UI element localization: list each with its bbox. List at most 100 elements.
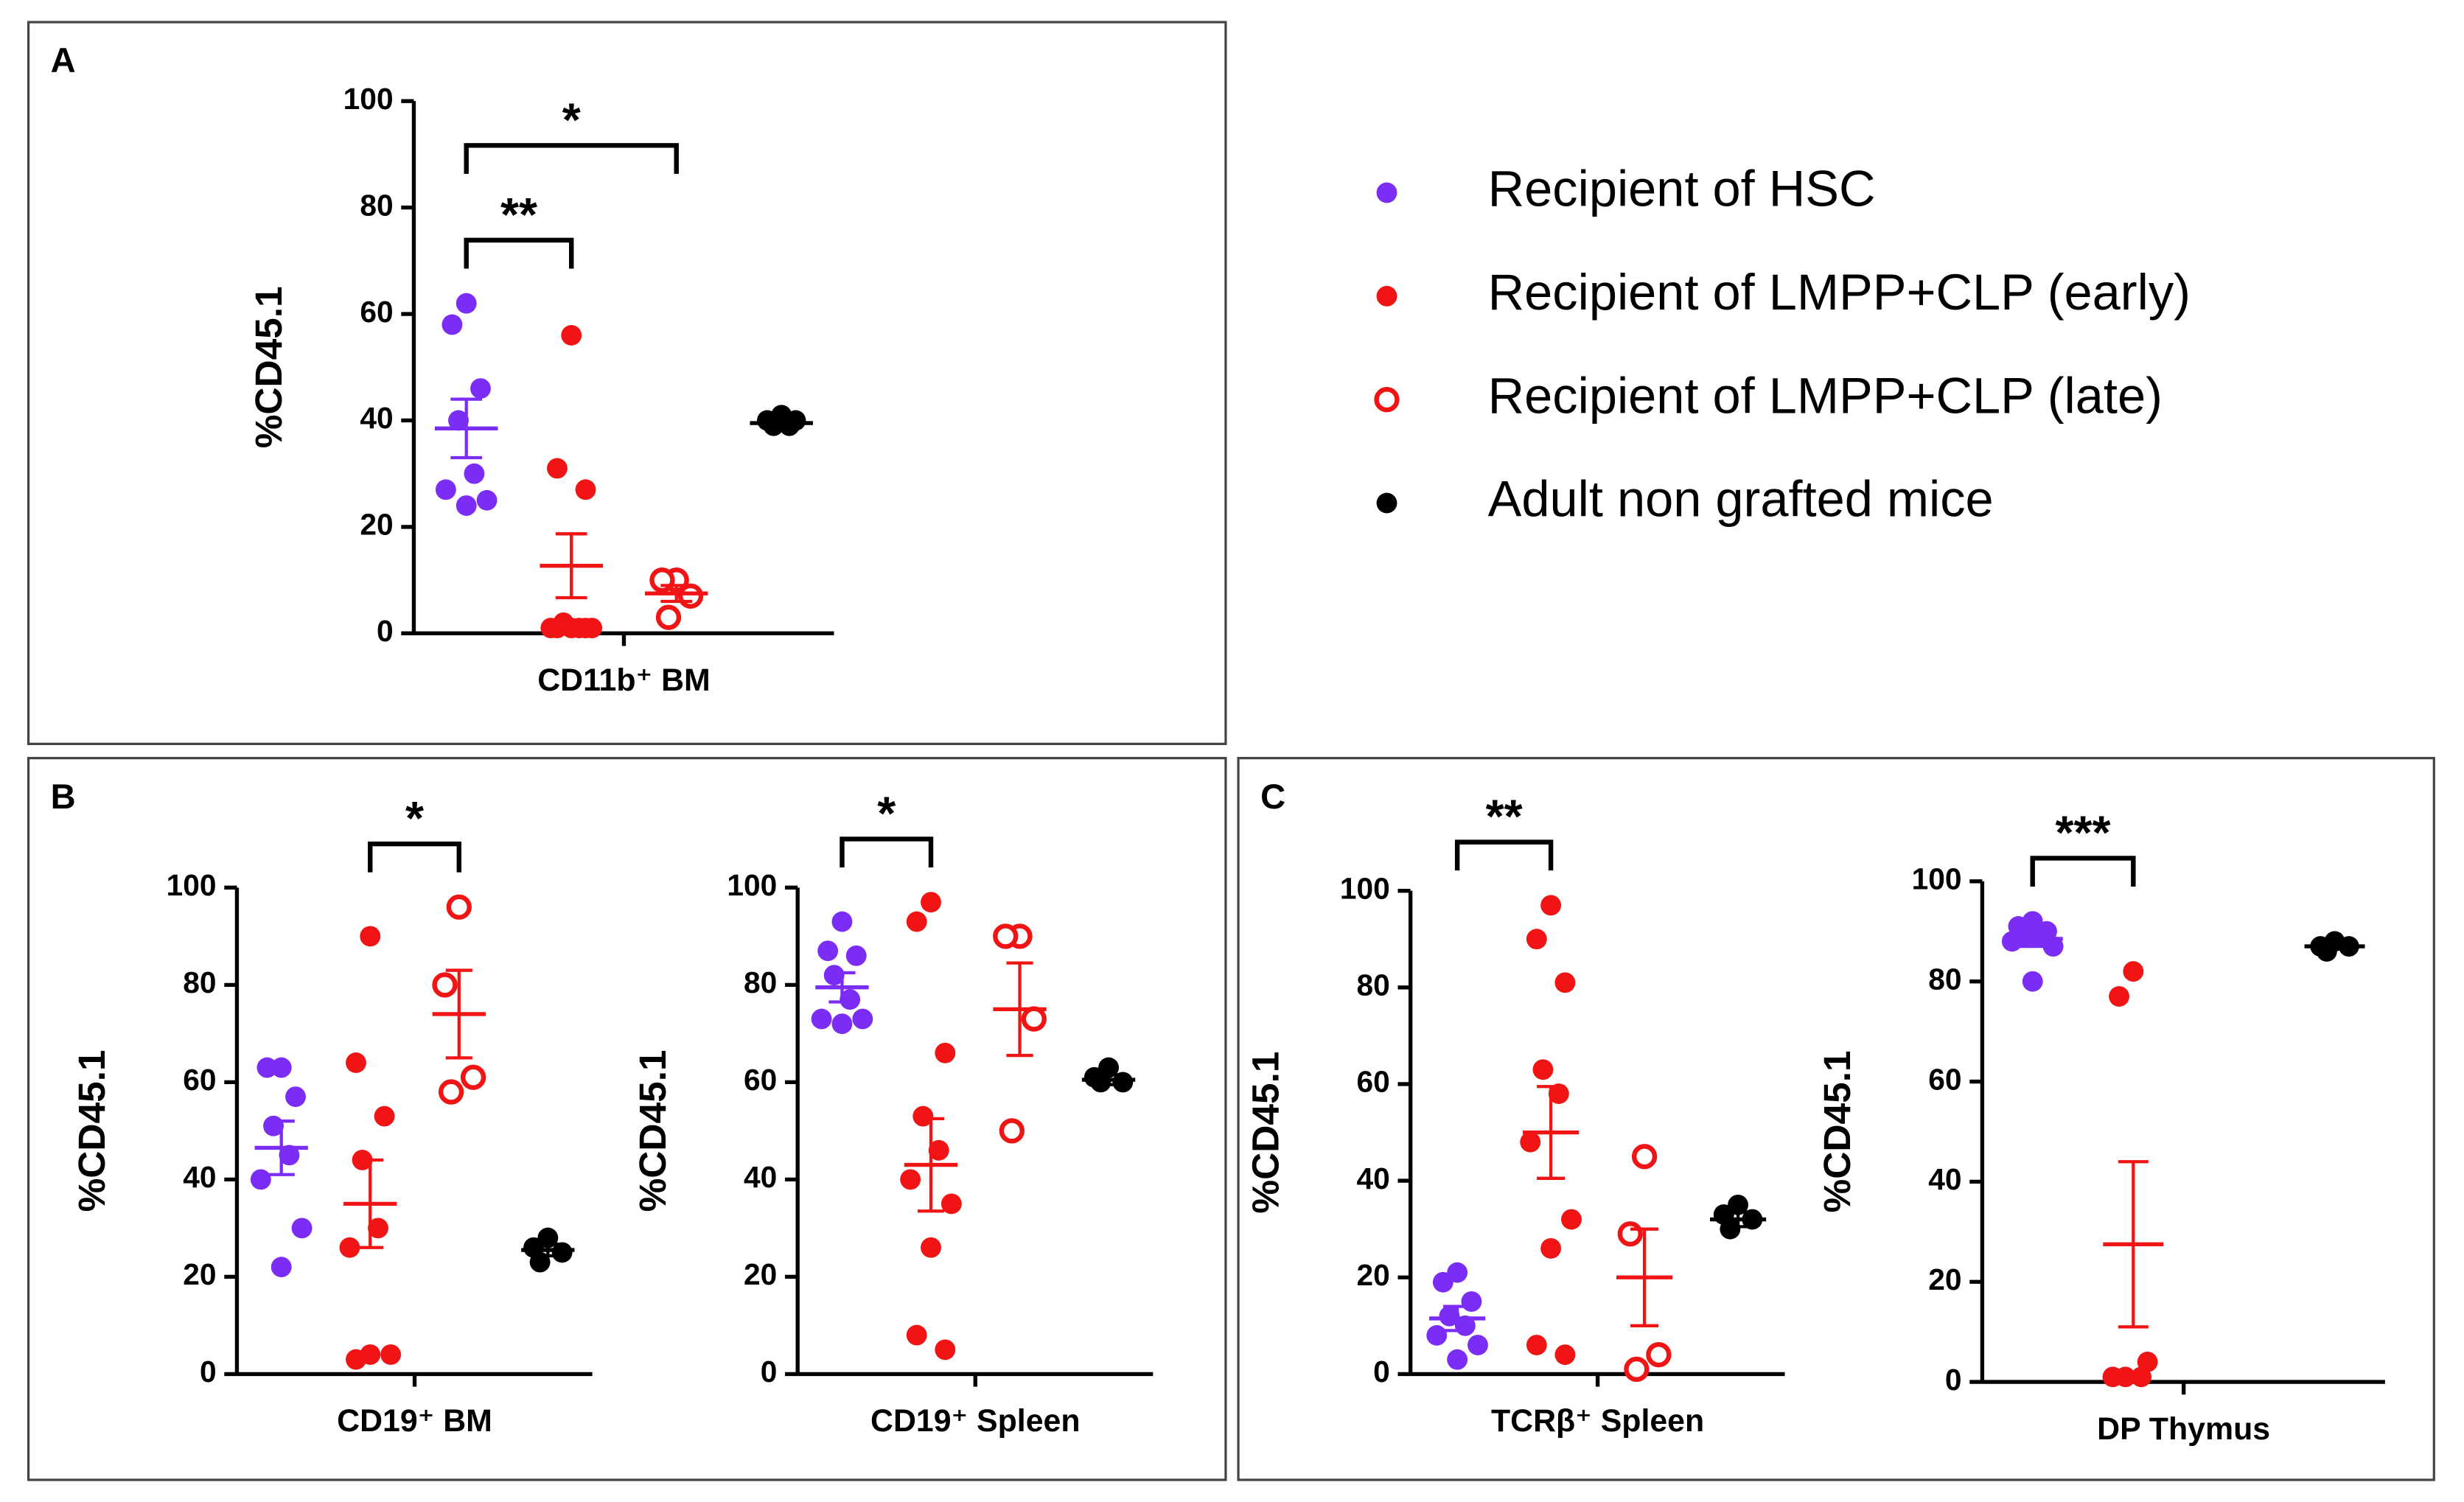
error-bar [1006,961,1033,1058]
data-point [2109,986,2129,1007]
error-bar [268,1119,295,1176]
data-point [1646,1342,1672,1368]
y-axis-label: %CD45.1 [631,1049,674,1212]
data-point [271,1257,292,1278]
data-point [845,945,867,966]
data-point [456,495,477,516]
data-point [677,583,704,609]
panel-label: C [1260,777,1285,816]
legend-marker [1374,387,1400,413]
legend-label: Adult non grafted mice [1488,471,1994,528]
y-tick-label: 40 [360,401,393,435]
y-tick-label: 60 [183,1063,216,1097]
y-axis-label: %CD45.1 [70,1049,113,1212]
data-point [291,1218,313,1239]
panel-label: B [51,777,76,816]
data-point [1554,972,1576,993]
data-point [250,1169,271,1190]
data-point [438,1079,464,1105]
x-axis-label: DP Thymus [2097,1411,2270,1447]
data-point [900,1169,921,1190]
y-tick-label: 0 [1373,1355,1390,1389]
data-point [831,911,853,932]
y-axis-label: %CD45.1 [1243,1051,1286,1213]
data-point [817,940,839,962]
data-point [279,1145,300,1166]
data-point [1426,1325,1448,1346]
y-tick-label: 100 [1912,862,1962,896]
error-bar [1095,1073,1123,1086]
significance-bracket [464,237,574,269]
data-point [435,479,456,500]
data-point [456,293,477,314]
significance-label: *** [2055,806,2110,859]
data-point [442,314,463,335]
data-point [460,1064,486,1090]
y-tick-label: 60 [1357,1065,1390,1099]
panel-box [27,21,1227,745]
data-point [1467,1335,1488,1355]
data-point [1112,1072,1134,1093]
data-point [852,1008,873,1030]
data-point [256,1057,278,1078]
significance-label: ** [500,188,537,241]
data-point [380,1344,402,1365]
panel-box [1237,757,2435,1481]
x-axis-label: CD19⁺ BM [337,1403,492,1439]
y-tick-label: 80 [360,188,393,222]
data-point [928,1139,949,1161]
error-bar [2118,1160,2149,1329]
significance-label: * [877,786,896,839]
data-point [940,1193,962,1215]
y-tick-label: 0 [761,1355,778,1389]
y-tick-label: 80 [1928,962,1961,996]
y-axis-label: %CD45.1 [1815,1050,1858,1212]
data-point [1526,929,1547,950]
y-tick-label: 20 [1357,1258,1390,1292]
data-point [649,567,675,593]
data-point [1532,1059,1554,1080]
error-bar [534,1243,562,1258]
significance-bracket [840,836,934,868]
data-point [935,1042,956,1063]
legend-marker [1376,492,1397,514]
error-bar [357,1158,384,1249]
data-point [1548,1083,1569,1104]
data-point [1624,1356,1650,1382]
data-point [1526,1335,1547,1355]
y-tick-label: 0 [200,1355,217,1389]
y-axis-label: %CD45.1 [247,286,290,448]
data-point [1461,1291,1482,1312]
y-tick-label: 60 [1928,1062,1961,1096]
y-tick-label: 60 [744,1063,777,1097]
error-bar [765,419,798,427]
data-point [561,325,582,346]
error-bar [1724,1210,1753,1229]
y-tick-label: 40 [744,1160,777,1194]
data-point [811,1008,832,1030]
y-tick-label: 40 [1357,1162,1390,1195]
data-point [1540,895,1562,916]
data-point [476,489,498,511]
error-bar [445,968,472,1060]
y-tick-label: 40 [183,1160,216,1194]
significance-bracket [2030,856,2136,887]
y-tick-label: 40 [1928,1162,1961,1196]
y-tick-label: 60 [360,295,393,329]
data-point [1540,1237,1562,1259]
data-point [655,604,682,630]
y-tick-label: 20 [1928,1262,1961,1296]
y-tick-label: 80 [183,965,216,999]
error-bar [660,584,693,604]
significance-label: * [405,792,424,845]
legend-label: Recipient of HSC [1488,161,1876,217]
y-tick-label: 100 [727,868,777,902]
data-point [1554,1344,1576,1366]
data-point [285,1086,306,1108]
legend-marker [1376,285,1397,307]
data-point [999,1118,1025,1144]
data-point [448,410,469,431]
data-point [2022,971,2043,992]
error-bar [2320,942,2350,951]
